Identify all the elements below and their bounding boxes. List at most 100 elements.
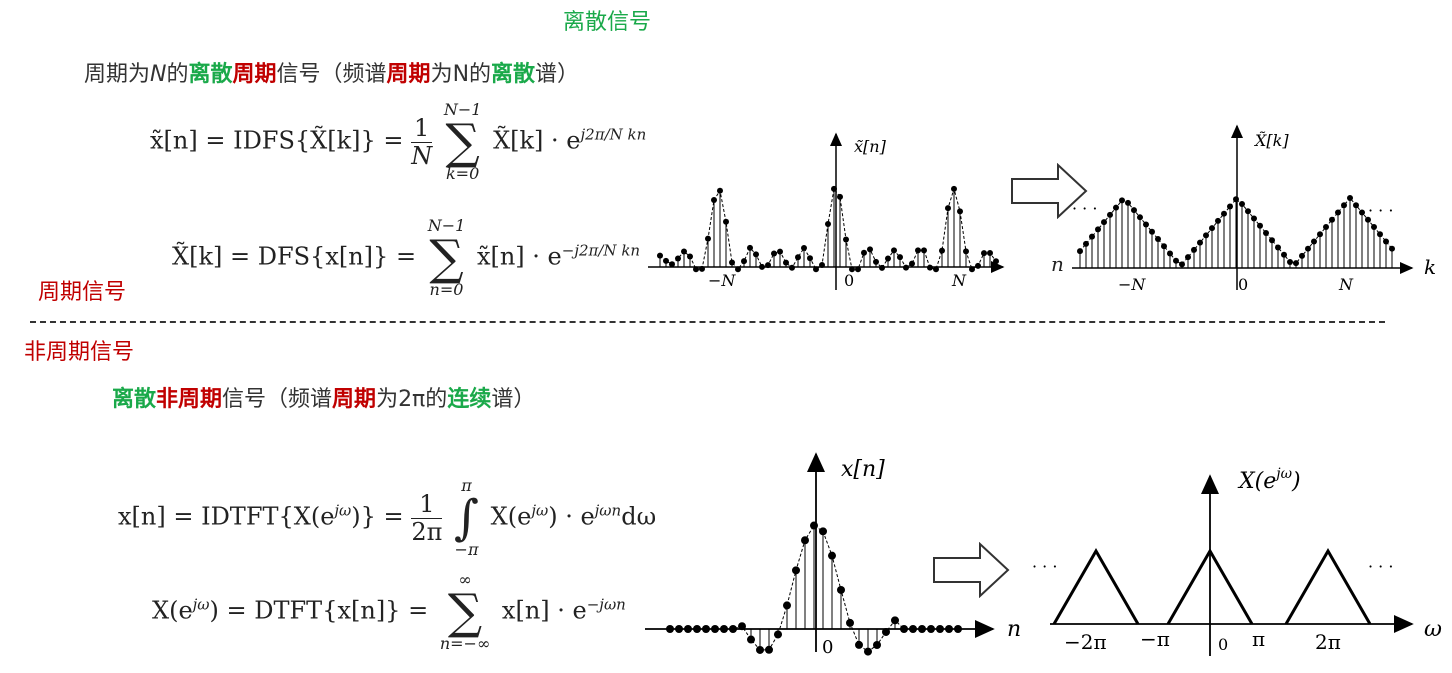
tick-pi: π xyxy=(1252,627,1265,651)
stem-dot xyxy=(774,630,782,639)
tick-neg-2pi: −2π xyxy=(1064,630,1107,654)
tick-neg-pi: −π xyxy=(1140,627,1170,651)
side-label-periodic: 周期信号 xyxy=(38,280,127,305)
sigma-icon: ∑ xyxy=(447,584,483,640)
dtft-equation: X(ejω) = DTFT{x[n]} = ∞ ∑ n=−∞ x[n] · e−jω… xyxy=(152,572,626,652)
heading-N: N xyxy=(150,62,167,87)
heading-suffix: 谱） xyxy=(491,387,536,412)
frac-num: 1 xyxy=(411,491,443,519)
idfs-rhs: X̃[k] · e xyxy=(493,126,581,155)
idtft-lhs: x[n] = IDTFT{X(e xyxy=(118,502,335,531)
idtft-rhs-mid: ) · e xyxy=(548,502,595,531)
periodic-heading: 周期为N的离散周期信号（频谱周期为N的离散谱） xyxy=(84,56,579,88)
tick-zero: 0 xyxy=(822,637,833,658)
stem-dot xyxy=(933,266,939,273)
plot4-xlabel: ω xyxy=(1424,617,1442,642)
tick-N: N xyxy=(951,271,967,290)
int-top: π xyxy=(461,476,472,495)
idtft-lhs-exp: jω xyxy=(334,501,352,520)
idfs-lhs: x̃[n] = IDFS{X̃[k]} = xyxy=(150,126,404,155)
envelope-curve xyxy=(1079,197,1393,266)
idtft-rhs-dw: dω xyxy=(621,502,657,531)
spectrum-triangle xyxy=(1166,547,1254,625)
stem-dot xyxy=(675,625,683,633)
sum-bottom: n=−∞ xyxy=(439,634,491,653)
stem-dot xyxy=(801,245,807,252)
idtft-rhs-exp2: jωn xyxy=(594,501,622,520)
sum-top: N−1 xyxy=(427,216,466,235)
sum-top: N−1 xyxy=(443,100,482,119)
frac-num: 1 xyxy=(411,115,433,143)
heading-periodic: 周期 xyxy=(232,62,277,87)
plot2-dots-left: · · · xyxy=(1072,199,1097,218)
dtft-lhs: X(e xyxy=(152,596,193,625)
tick-neg-N: −N xyxy=(1118,275,1146,294)
heading-discrete: 离散 xyxy=(188,62,233,87)
heading-nonperiodic: 非周期 xyxy=(156,387,223,412)
frac-den: N xyxy=(411,141,433,170)
plot3-stems xyxy=(666,521,962,656)
integral-icon: ∫ xyxy=(454,490,480,546)
stem-dot xyxy=(813,266,819,273)
dfs-equation: X̃[k] = DFS{x[n]} = N−1 ∑ n=0 x̃[n] · e−j2… xyxy=(172,218,640,298)
dtft-sum: ∞ ∑ n=−∞ xyxy=(440,572,490,652)
spectrum-triangle xyxy=(1052,547,1140,625)
heading-for2pi: 为2π的 xyxy=(376,387,448,412)
stem-dot xyxy=(954,625,962,633)
stem-dot xyxy=(771,250,777,257)
sigma-icon: ∑ xyxy=(445,114,480,170)
plot-continuous-spectrum: X(ejω) · · · · · · −2π −π 0 π 2π ω xyxy=(1032,466,1442,656)
plot-aperiodic-signal: x[n] 0 n xyxy=(645,452,1021,658)
stem-dot xyxy=(810,521,818,530)
heading-discrete: 离散 xyxy=(112,387,157,412)
dfs-lhs: X̃[k] = DFS{x[n]} = xyxy=(172,242,417,271)
stem-dot xyxy=(927,264,933,271)
frac-den: 2π xyxy=(411,517,443,546)
tick-zero: 0 xyxy=(1218,635,1228,654)
stem-dot xyxy=(915,247,921,254)
idtft-integral: π ∫ −π xyxy=(454,478,479,558)
plot-periodic-signal: x̃[n] −N 0 N xyxy=(648,132,1005,290)
plot4-ylabel: X(ejω) xyxy=(1237,466,1301,494)
stem-dot xyxy=(720,625,728,633)
tick-2pi: 2π xyxy=(1315,630,1341,654)
stem-dot xyxy=(945,625,953,633)
stem-dot xyxy=(993,258,999,265)
sum-bottom: n=0 xyxy=(429,280,464,299)
heading-prefix: 周期为 xyxy=(84,62,151,87)
heading-signal: 信号（频谱 xyxy=(276,62,387,87)
stem-dot xyxy=(909,260,915,267)
dfs-sum: N−1 ∑ n=0 xyxy=(428,218,466,298)
stem-dot xyxy=(939,247,945,254)
aperiodic-heading: 离散非周期信号（频谱周期为2π的连续谱） xyxy=(112,381,535,413)
heading-suffix: 谱） xyxy=(535,62,580,87)
heading-signal: 信号（频谱 xyxy=(222,387,333,412)
top-title: 离散信号 xyxy=(563,10,652,35)
plot2-dots-right: · · · xyxy=(1368,201,1393,220)
int-bottom: −π xyxy=(454,540,479,559)
stem-dot xyxy=(783,601,791,610)
side-label-aperiodic: 非周期信号 xyxy=(24,340,135,365)
stem-dot xyxy=(855,640,863,649)
stem-dot xyxy=(693,266,699,273)
plot1-xlabel: n xyxy=(1051,252,1064,276)
dfs-exponent: −j2π/N kn xyxy=(561,241,641,260)
dtft-rhs: x[n] · e xyxy=(501,596,587,625)
transform-arrow-icon xyxy=(933,542,1010,598)
tick-neg-N: −N xyxy=(708,271,736,290)
plot4-dots-left: · · · xyxy=(1032,557,1057,576)
plot4-dots-right: · · · xyxy=(1368,557,1393,576)
tick-zero: 0 xyxy=(844,271,854,290)
section-divider xyxy=(30,321,1385,323)
dtft-rhs-exp: −jωn xyxy=(586,595,626,614)
idtft-fraction: 1 2π xyxy=(411,491,443,546)
dfs-rhs: x̃[n] · e xyxy=(476,242,562,271)
heading-discrete-2: 离散 xyxy=(491,62,536,87)
plot2-xlabel: k xyxy=(1424,255,1436,279)
stem-dot xyxy=(909,625,917,633)
spectrum-triangle xyxy=(1284,547,1372,625)
stem-dot xyxy=(921,247,927,254)
idfs-exponent: j2π/N kn xyxy=(580,125,647,144)
plot3-ylabel: x[n] xyxy=(841,457,885,482)
